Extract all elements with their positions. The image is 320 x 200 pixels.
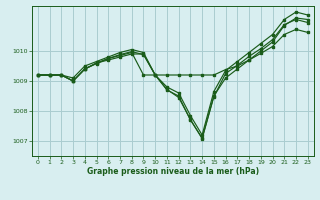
X-axis label: Graphe pression niveau de la mer (hPa): Graphe pression niveau de la mer (hPa) [87,167,259,176]
